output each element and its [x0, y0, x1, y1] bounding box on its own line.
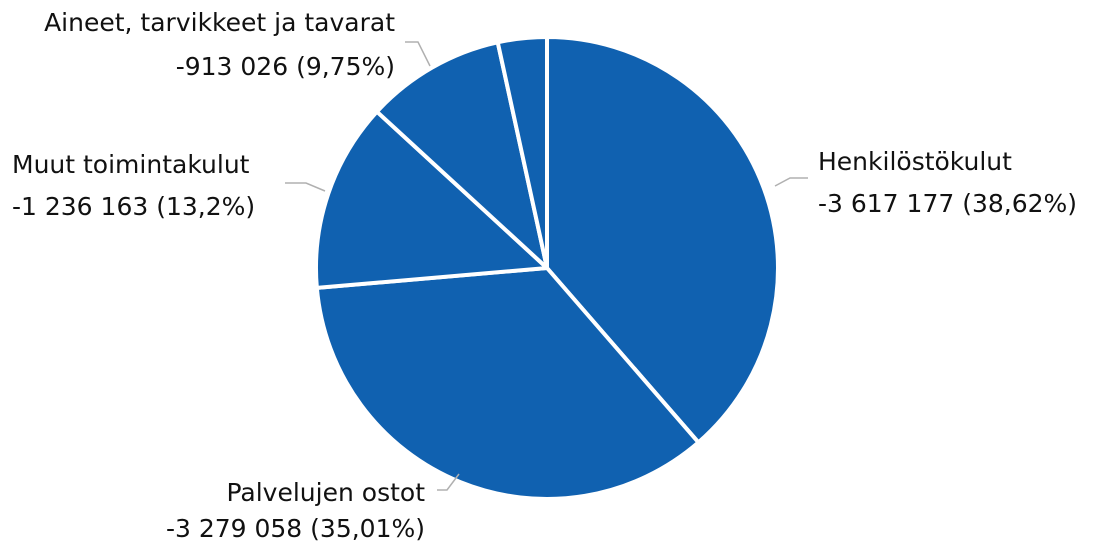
value-label: -1 236 163 (13,2%): [12, 192, 255, 221]
slice-label: Palvelujen ostot: [226, 478, 425, 507]
pie-slice: [545, 35, 780, 445]
leader-line: [774, 177, 808, 187]
pie-slice: [374, 40, 549, 270]
value-label: -3 617 177 (38,62%): [818, 189, 1077, 218]
pie-slice: [314, 109, 549, 290]
pie-slice: [495, 35, 549, 270]
slice-label: Henkilöstökulut: [818, 147, 1012, 176]
pie-slice: [314, 266, 701, 501]
leader-line: [285, 182, 326, 192]
leader-line: [405, 41, 431, 67]
value-label: -3 279 058 (35,01%): [166, 514, 425, 543]
slice-label: Aineet, tarvikkeet ja tavarat: [44, 8, 395, 37]
value-label: -913 026 (9,75%): [176, 52, 395, 81]
slice-label: Muut toimintakulut: [12, 150, 250, 179]
leader-line: [437, 473, 460, 491]
